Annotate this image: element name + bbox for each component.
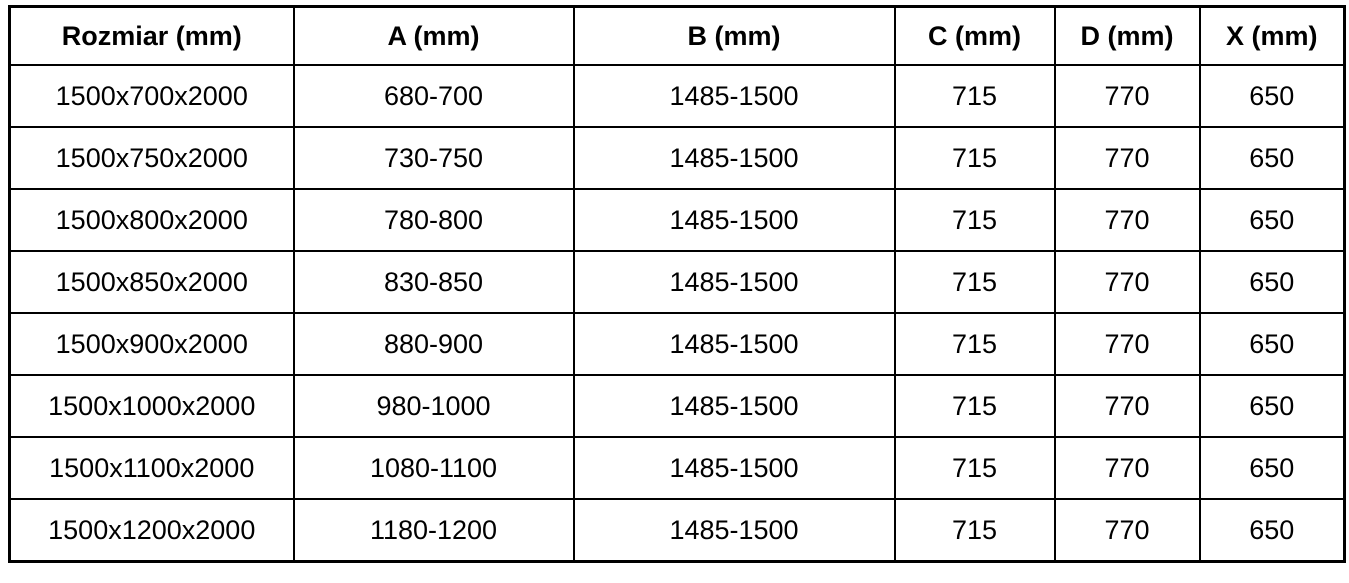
cell-b: 1485-1500 <box>572 126 896 190</box>
cell-d: 770 <box>1053 436 1201 500</box>
cell-d: 770 <box>1053 498 1201 563</box>
cell-x: 650 <box>1198 374 1346 438</box>
column-header-rozmiar: Rozmiar (mm) <box>8 5 295 66</box>
cell-c: 715 <box>893 250 1056 314</box>
cell-a: 680-700 <box>292 64 575 128</box>
column-header-c: C (mm) <box>893 5 1056 66</box>
cell-d: 770 <box>1053 188 1201 252</box>
column-header-d: D (mm) <box>1053 5 1201 66</box>
cell-c: 715 <box>893 312 1056 376</box>
cell-d: 770 <box>1053 374 1201 438</box>
cell-d: 770 <box>1053 312 1201 376</box>
cell-x: 650 <box>1198 188 1346 252</box>
column-header-a: A (mm) <box>292 5 575 66</box>
column-header-x: X (mm) <box>1198 5 1346 66</box>
cell-b: 1485-1500 <box>572 188 896 252</box>
table-body: 1500x700x2000 680-700 1485-1500 715 770 650 15… <box>8 64 1346 563</box>
cell-a: 780-800 <box>292 188 575 252</box>
cell-rozmiar: 1500x800x2000 <box>8 188 295 252</box>
table-row: 1500x900x2000 880-900 1485-1500 715 770 650 <box>8 312 1346 376</box>
cell-a: 880-900 <box>292 312 575 376</box>
cell-a: 730-750 <box>292 126 575 190</box>
cell-c: 715 <box>893 64 1056 128</box>
cell-b: 1485-1500 <box>572 436 896 500</box>
cell-c: 715 <box>893 436 1056 500</box>
cell-c: 715 <box>893 188 1056 252</box>
cell-rozmiar: 1500x1200x2000 <box>8 498 295 563</box>
table-row: 1500x1100x2000 1080-1100 1485-1500 715 770 65… <box>8 436 1346 500</box>
cell-x: 650 <box>1198 250 1346 314</box>
cell-x: 650 <box>1198 126 1346 190</box>
cell-a: 1180-1200 <box>292 498 575 563</box>
table-row: 1500x700x2000 680-700 1485-1500 715 770 650 <box>8 64 1346 128</box>
dimensions-table-container: Rozmiar (mm) A (mm) B (mm) C (mm) D (mm) X (m… <box>8 5 1346 563</box>
header-row: Rozmiar (mm) A (mm) B (mm) C (mm) D (mm) X (m… <box>8 5 1346 66</box>
cell-rozmiar: 1500x1100x2000 <box>8 436 295 500</box>
cell-d: 770 <box>1053 126 1201 190</box>
table-header: Rozmiar (mm) A (mm) B (mm) C (mm) D (mm) X (m… <box>8 5 1346 66</box>
cell-b: 1485-1500 <box>572 498 896 563</box>
cell-d: 770 <box>1053 250 1201 314</box>
cell-b: 1485-1500 <box>572 312 896 376</box>
table-row: 1500x1200x2000 1180-1200 1485-1500 715 770 65… <box>8 498 1346 563</box>
cell-rozmiar: 1500x850x2000 <box>8 250 295 314</box>
column-header-b: B (mm) <box>572 5 896 66</box>
cell-b: 1485-1500 <box>572 64 896 128</box>
table-row: 1500x750x2000 730-750 1485-1500 715 770 650 <box>8 126 1346 190</box>
cell-a: 1080-1100 <box>292 436 575 500</box>
cell-b: 1485-1500 <box>572 250 896 314</box>
cell-rozmiar: 1500x1000x2000 <box>8 374 295 438</box>
cell-x: 650 <box>1198 498 1346 563</box>
cell-c: 715 <box>893 126 1056 190</box>
cell-rozmiar: 1500x750x2000 <box>8 126 295 190</box>
cell-b: 1485-1500 <box>572 374 896 438</box>
cell-d: 770 <box>1053 64 1201 128</box>
cell-x: 650 <box>1198 64 1346 128</box>
dimensions-table: Rozmiar (mm) A (mm) B (mm) C (mm) D (mm) X (m… <box>8 5 1346 563</box>
cell-rozmiar: 1500x900x2000 <box>8 312 295 376</box>
table-row: 1500x800x2000 780-800 1485-1500 715 770 650 <box>8 188 1346 252</box>
table-row: 1500x1000x2000 980-1000 1485-1500 715 770 650 <box>8 374 1346 438</box>
cell-x: 650 <box>1198 312 1346 376</box>
table-row: 1500x850x2000 830-850 1485-1500 715 770 650 <box>8 250 1346 314</box>
cell-c: 715 <box>893 498 1056 563</box>
cell-a: 830-850 <box>292 250 575 314</box>
cell-c: 715 <box>893 374 1056 438</box>
cell-a: 980-1000 <box>292 374 575 438</box>
cell-rozmiar: 1500x700x2000 <box>8 64 295 128</box>
cell-x: 650 <box>1198 436 1346 500</box>
